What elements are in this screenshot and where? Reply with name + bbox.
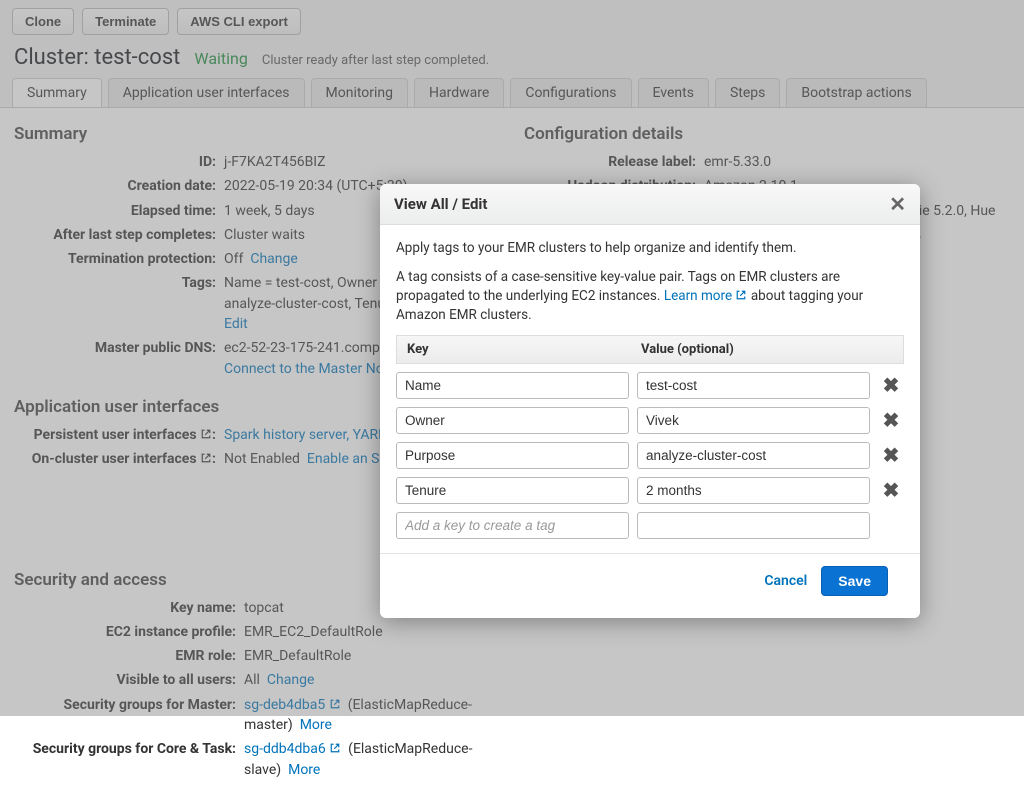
modal-desc2: A tag consists of a case-sensitive key-v… (396, 268, 904, 325)
external-link-icon (329, 696, 341, 708)
release-value: emr-5.33.0 (704, 152, 1010, 172)
tag-key-input[interactable] (396, 407, 629, 434)
tag-row: ✖ (396, 407, 904, 434)
elapsed-label: Elapsed time: (14, 201, 224, 221)
delete-tag-icon[interactable]: ✖ (883, 443, 900, 467)
sgmaster-value: sg-deb4dba5 (ElasticMapReduce-master) Mo… (244, 695, 500, 736)
sgcore-link[interactable]: sg-ddb4dba6 (244, 741, 326, 757)
tags-label: Tags: (14, 273, 224, 334)
created-label: Creation date: (14, 176, 224, 196)
id-label: ID: (14, 152, 224, 172)
tag-row: ✖ (396, 477, 904, 504)
save-button[interactable]: Save (821, 566, 888, 596)
external-link-icon (200, 450, 212, 462)
visible-label: Visible to all users: (14, 670, 244, 690)
tag-row-new (396, 512, 904, 539)
cluster-status: Waiting (194, 49, 247, 68)
tag-table: Key Value (optional) ✖ ✖ ✖ ✖ (396, 335, 904, 539)
summary-heading: Summary (14, 124, 500, 144)
cluster-status-msg: Cluster ready after last step completed. (262, 53, 489, 68)
cluster-name: test-cost (94, 45, 180, 70)
tags-edit-link[interactable]: Edit (224, 316, 248, 332)
masterdns-label: Master public DNS: (14, 338, 224, 379)
close-icon[interactable]: ✕ (889, 194, 906, 214)
cluster-title: Cluster: test-cost (14, 45, 180, 70)
ec2profile-label: EC2 instance profile: (14, 622, 244, 642)
delete-tag-icon[interactable]: ✖ (883, 408, 900, 432)
external-link-icon (735, 288, 747, 300)
tab-steps[interactable]: Steps (715, 78, 780, 107)
modal-body: Apply tags to your EMR clusters to help … (380, 225, 920, 618)
terminate-button[interactable]: Terminate (82, 8, 169, 35)
tag-value-input[interactable] (637, 477, 870, 504)
sgmaster-link[interactable]: sg-deb4dba5 (244, 697, 325, 713)
modal-title: View All / Edit (394, 195, 487, 213)
tab-app-ui[interactable]: Application user interfaces (108, 78, 305, 107)
modal-desc1: Apply tags to your EMR clusters to help … (396, 239, 904, 258)
keyname-label: Key name: (14, 598, 244, 618)
external-link-icon (329, 740, 341, 752)
tag-value-input[interactable] (637, 372, 870, 399)
ec2profile-value: EMR_EC2_DefaultRole (244, 622, 500, 642)
sgmaster-label: Security groups for Master: (14, 695, 244, 736)
col-key: Key (397, 336, 631, 363)
oncluster-text: Not Enabled (224, 451, 300, 467)
top-button-bar: Clone Terminate AWS CLI export (0, 0, 1024, 39)
visible-text: All (244, 672, 260, 688)
sgmaster-more-link[interactable]: More (300, 717, 332, 733)
new-value-input[interactable] (637, 512, 870, 539)
sgcore-value: sg-ddb4dba6 (ElasticMapReduce-slave) Mor… (244, 739, 500, 780)
termprot-label: Termination protection: (14, 249, 224, 269)
new-key-input[interactable] (396, 512, 629, 539)
oncluster-label: On-cluster user interfaces : (14, 449, 224, 469)
tag-key-input[interactable] (396, 442, 629, 469)
release-label: Release label: (524, 152, 704, 172)
emrrole-value: EMR_DefaultRole (244, 646, 500, 666)
tab-configurations[interactable]: Configurations (510, 78, 631, 107)
delete-tag-icon[interactable]: ✖ (883, 373, 900, 397)
tab-bootstrap[interactable]: Bootstrap actions (786, 78, 926, 107)
tab-events[interactable]: Events (638, 78, 709, 107)
sgcore-label: Security groups for Core & Task: (14, 739, 244, 780)
termprot-text: Off (224, 251, 243, 267)
tag-value-input[interactable] (637, 442, 870, 469)
tag-key-input[interactable] (396, 372, 629, 399)
config-heading: Configuration details (524, 124, 1010, 144)
tab-bar: Summary Application user interfaces Moni… (0, 78, 1024, 107)
persist-label: Persistent user interfaces : (14, 425, 224, 445)
tab-monitoring[interactable]: Monitoring (311, 78, 409, 107)
delete-tag-icon[interactable]: ✖ (883, 478, 900, 502)
tag-table-header: Key Value (optional) (396, 335, 904, 364)
tag-row: ✖ (396, 372, 904, 399)
tag-key-input[interactable] (396, 477, 629, 504)
cluster-title-prefix: Cluster: (14, 45, 94, 70)
visible-change-link[interactable]: Change (267, 672, 314, 688)
modal-header: View All / Edit ✕ (380, 184, 920, 225)
visible-value: All Change (244, 670, 500, 690)
tag-row: ✖ (396, 442, 904, 469)
emrrole-label: EMR role: (14, 646, 244, 666)
tab-summary[interactable]: Summary (12, 78, 102, 107)
aws-cli-export-button[interactable]: AWS CLI export (177, 8, 301, 35)
external-link-icon (200, 426, 212, 438)
tag-value-input[interactable] (637, 407, 870, 434)
tab-hardware[interactable]: Hardware (414, 78, 504, 107)
modal-footer: Cancel Save (396, 554, 904, 612)
id-value: j-F7KA2T456BIZ (224, 152, 500, 172)
termprot-change-link[interactable]: Change (250, 251, 297, 267)
tags-modal: View All / Edit ✕ Apply tags to your EMR… (380, 184, 920, 618)
sgcore-more-link[interactable]: More (288, 762, 320, 778)
learn-more-link[interactable]: Learn more (664, 288, 732, 304)
afterstep-label: After last step completes: (14, 225, 224, 245)
clone-button[interactable]: Clone (12, 8, 74, 35)
col-value: Value (optional) (631, 336, 865, 363)
cluster-header: Cluster: test-cost Waiting Cluster ready… (0, 39, 1024, 78)
cancel-button[interactable]: Cancel (764, 573, 807, 589)
